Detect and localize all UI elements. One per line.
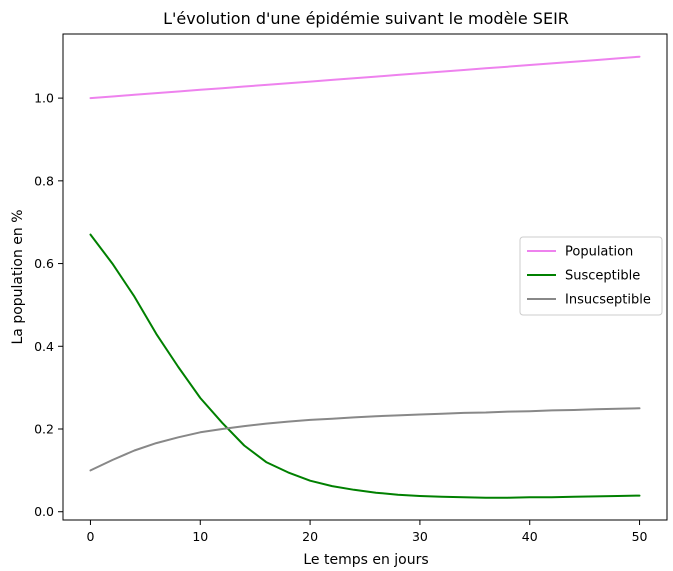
x-axis-ticks: 0 10 20 30 40 50 [86, 520, 648, 544]
plot-area-frame [62, 33, 668, 521]
series-line-insucseptible [89, 407, 641, 472]
legend-box [519, 236, 663, 316]
y-tick-label: 0.0 [34, 504, 54, 519]
y-tick-label: 0.8 [34, 173, 54, 188]
series-layer [89, 55, 641, 499]
y-tick-label: 0.2 [34, 422, 54, 437]
legend-label-susceptible: Susceptible [565, 269, 640, 284]
chart-title: L'évolution d'une épidémie suivant le mo… [163, 9, 569, 28]
series-line-population [89, 55, 641, 100]
x-axis-label: Le temps en jours [303, 552, 428, 568]
y-axis-label: La population en % [10, 209, 26, 344]
x-tick-label: 30 [412, 529, 428, 544]
y-axis-ticks: 0.0 0.2 0.4 0.6 0.8 1.0 [34, 91, 63, 519]
x-tick-label: 0 [86, 529, 94, 544]
y-tick-label: 0.4 [34, 339, 54, 354]
legend: Population Susceptible Insucseptible [519, 236, 663, 316]
x-tick-label: 20 [302, 529, 318, 544]
x-tick-label: 10 [192, 529, 208, 544]
y-tick-label: 0.6 [34, 256, 54, 271]
x-tick-label: 40 [522, 529, 538, 544]
x-tick-label: 50 [632, 529, 648, 544]
series-line-susceptible [89, 233, 641, 499]
legend-label-population: Population [565, 245, 633, 260]
y-tick-label: 1.0 [34, 91, 54, 106]
legend-label-insucseptible: Insucseptible [565, 293, 651, 308]
